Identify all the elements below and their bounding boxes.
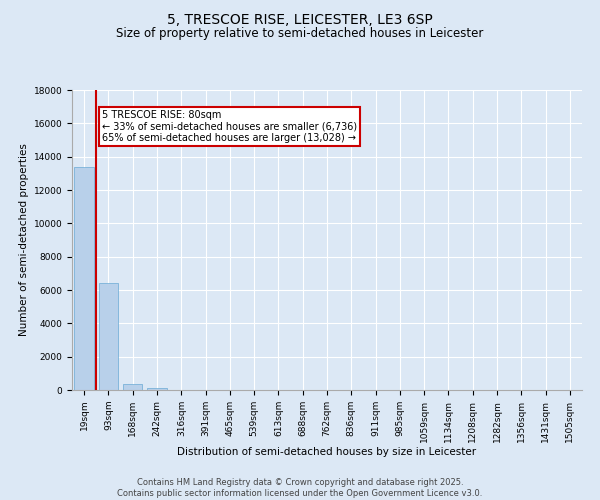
- Text: 5 TRESCOE RISE: 80sqm
← 33% of semi-detached houses are smaller (6,736)
65% of s: 5 TRESCOE RISE: 80sqm ← 33% of semi-deta…: [101, 110, 357, 143]
- Text: Contains HM Land Registry data © Crown copyright and database right 2025.
Contai: Contains HM Land Registry data © Crown c…: [118, 478, 482, 498]
- Bar: [147, 388, 167, 390]
- X-axis label: Distribution of semi-detached houses by size in Leicester: Distribution of semi-detached houses by …: [178, 448, 476, 458]
- Bar: [74, 166, 94, 390]
- Text: Size of property relative to semi-detached houses in Leicester: Size of property relative to semi-detach…: [116, 28, 484, 40]
- Bar: [99, 284, 118, 390]
- Text: 5, TRESCOE RISE, LEICESTER, LE3 6SP: 5, TRESCOE RISE, LEICESTER, LE3 6SP: [167, 12, 433, 26]
- Bar: [123, 384, 142, 390]
- Y-axis label: Number of semi-detached properties: Number of semi-detached properties: [19, 144, 29, 336]
